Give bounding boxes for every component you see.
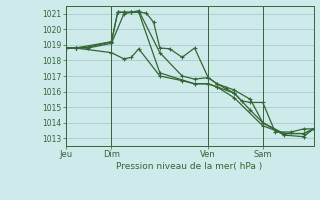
- X-axis label: Pression niveau de la mer( hPa ): Pression niveau de la mer( hPa ): [116, 162, 263, 171]
